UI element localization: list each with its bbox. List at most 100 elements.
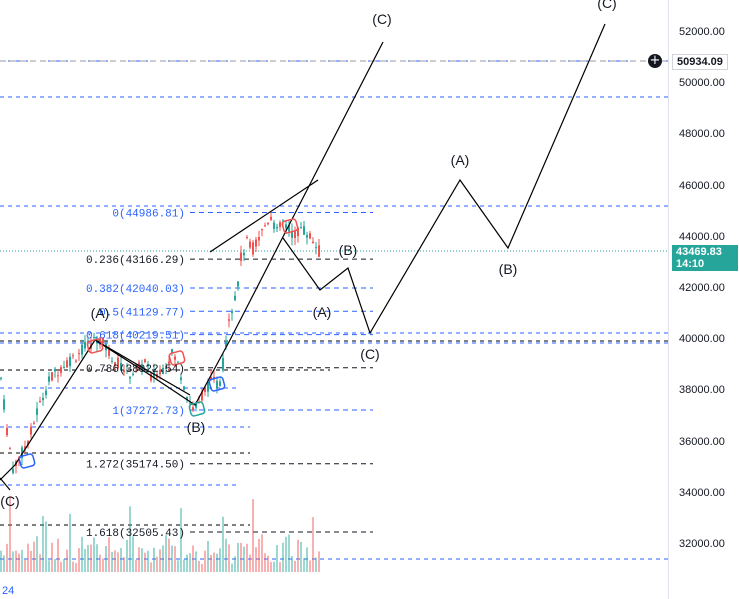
candle-body	[123, 370, 125, 373]
fib-label: 0(44986.81)	[112, 209, 185, 221]
volume-bar	[3, 555, 5, 572]
plus-icon[interactable]: +	[648, 53, 662, 68]
volume-bar	[189, 553, 191, 572]
price-axis[interactable]: 32000.00 34000.00 36000.00 38000.00 40000.00…	[668, 0, 739, 599]
candle-body	[6, 427, 8, 436]
candle-body	[228, 319, 230, 321]
candle-body	[48, 376, 50, 382]
volume-bar	[117, 552, 119, 572]
volume-bar	[204, 550, 206, 572]
volume-bar	[138, 547, 140, 572]
candle-body	[39, 401, 41, 403]
candle-body	[54, 368, 56, 372]
crosshair-price-tag: 50934.09	[672, 54, 728, 70]
volume-bar	[72, 561, 74, 572]
volume-bar	[264, 553, 266, 572]
candle-body	[255, 239, 257, 247]
volume-bar	[279, 562, 281, 572]
wave-label: (A)	[451, 152, 470, 168]
volume-bar	[75, 563, 77, 572]
candle-body	[147, 364, 149, 367]
candle-body	[138, 362, 140, 367]
candle-body	[24, 446, 26, 449]
volume-bar	[261, 534, 263, 572]
y-tick-label: 46000.00	[679, 179, 725, 192]
volume-bar	[6, 543, 8, 572]
volume-bar	[234, 556, 236, 572]
volume-bar	[132, 536, 134, 572]
candle-body	[252, 242, 254, 255]
volume-bar	[288, 534, 290, 572]
candle-body	[12, 468, 14, 474]
volume-bar	[87, 544, 89, 572]
candle-body	[135, 367, 137, 369]
y-tick-label: 40000.00	[679, 333, 725, 346]
candle-body	[0, 377, 2, 379]
volume-bar	[15, 550, 17, 572]
fib-label: 0.618(40219.51)	[86, 331, 185, 343]
volume-bar	[252, 499, 254, 572]
candle-body	[57, 375, 59, 377]
candle-body	[234, 295, 236, 301]
volume-bar	[9, 495, 11, 572]
candle-body	[312, 241, 314, 244]
volume-bar	[195, 551, 197, 572]
volume-bar	[144, 552, 146, 572]
candle-body	[264, 225, 266, 227]
volume-bar	[237, 542, 239, 572]
volume-bar	[255, 547, 257, 572]
volume-bar	[216, 553, 218, 572]
volume-bar	[225, 538, 227, 572]
candle-body	[225, 340, 227, 347]
volume-bar	[90, 544, 92, 572]
fib-label: 1(37272.73)	[112, 406, 185, 418]
volume-bar	[102, 558, 104, 572]
fib-label: 0.382(42040.03)	[86, 284, 185, 296]
pattern-marker	[168, 350, 186, 366]
candle-body	[288, 225, 290, 232]
volume-bar	[48, 560, 50, 572]
candle-body	[219, 381, 221, 386]
horizontal-lines	[0, 60, 739, 560]
volume-bar	[270, 561, 272, 572]
volume-bar	[78, 548, 80, 572]
volume-bar	[150, 562, 152, 572]
candle-body	[207, 381, 209, 392]
candle-body	[192, 407, 194, 410]
volume-bar	[18, 553, 20, 572]
candle-body	[204, 386, 206, 392]
wave-label: (A)	[91, 305, 110, 321]
volume-bar	[30, 550, 32, 572]
candle-body	[285, 224, 287, 229]
volume-bar	[147, 550, 149, 572]
candle-body	[186, 397, 188, 400]
candle-body	[66, 360, 68, 368]
candle-body	[243, 252, 245, 256]
volume-bar	[174, 546, 176, 572]
candle-body	[231, 310, 233, 314]
wave-label: (C)	[372, 11, 391, 27]
wave-labels: (C) (A) (B) (C) (B) (A) (C) (A) (B) (C)	[0, 0, 616, 509]
volume-bar	[222, 516, 224, 572]
volume-bar	[36, 536, 38, 572]
volume-bar	[54, 558, 56, 572]
candle-body	[210, 376, 212, 380]
candle-body	[276, 226, 278, 229]
volume-bar	[105, 546, 107, 572]
volume-bar	[228, 544, 230, 572]
y-tick-label: 42000.00	[679, 282, 725, 294]
candle-body	[273, 222, 275, 229]
candle-body	[129, 376, 131, 379]
volume-bar	[156, 556, 158, 572]
candle-body	[258, 237, 260, 241]
wave-label: (C)	[360, 346, 379, 362]
volume-bar	[243, 546, 245, 572]
candle-body	[222, 357, 224, 371]
volume-bar	[240, 542, 242, 572]
candle-body	[183, 386, 185, 390]
candles	[0, 211, 320, 475]
volume-bar	[126, 539, 128, 572]
candle-body	[111, 360, 113, 362]
volume-bar	[309, 560, 311, 572]
